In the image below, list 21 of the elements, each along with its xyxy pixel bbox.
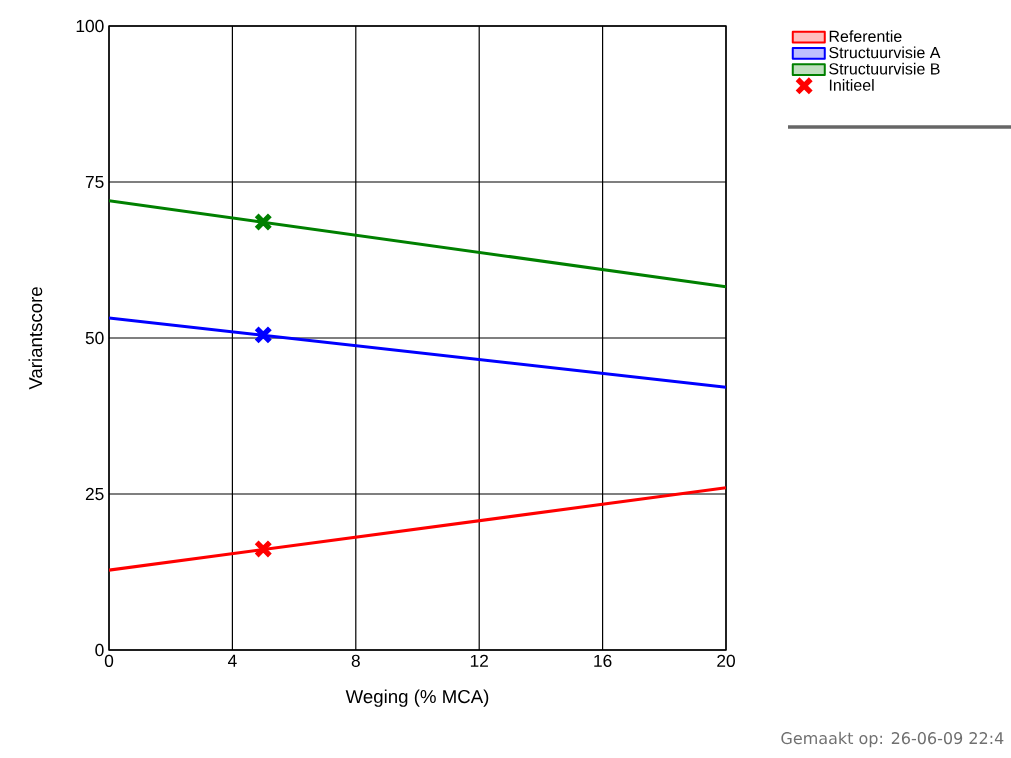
legend-label: Structuurvisie A [829,46,941,59]
y-tick-label: 100 [76,19,104,33]
point [253,212,273,232]
y-tick-label: 25 [85,487,104,501]
x-tick-label: 16 [594,654,612,667]
point [253,325,273,345]
y-tick-label: 0 [95,643,104,657]
legend-label: Referentie [829,30,902,42]
x-tick-label: 0 [104,654,114,667]
y-axis-title: Variantscore [28,287,43,390]
y-tick-label: 75 [85,175,104,189]
x-tick-label: 8 [351,654,360,667]
x-axis-title: Weging (% MCA) [345,689,489,707]
y-tick-label: 50 [85,331,104,345]
x-tick-label: 20 [717,654,735,667]
text: Gemaakt op: 26-06-09 22:4 [781,731,1004,748]
point [253,539,273,559]
x-tick-label: 12 [470,654,488,667]
x-tick-label: 4 [227,654,237,667]
legend-label: Initieel [829,79,874,91]
legend-label: Structuurvisie B [829,62,940,75]
